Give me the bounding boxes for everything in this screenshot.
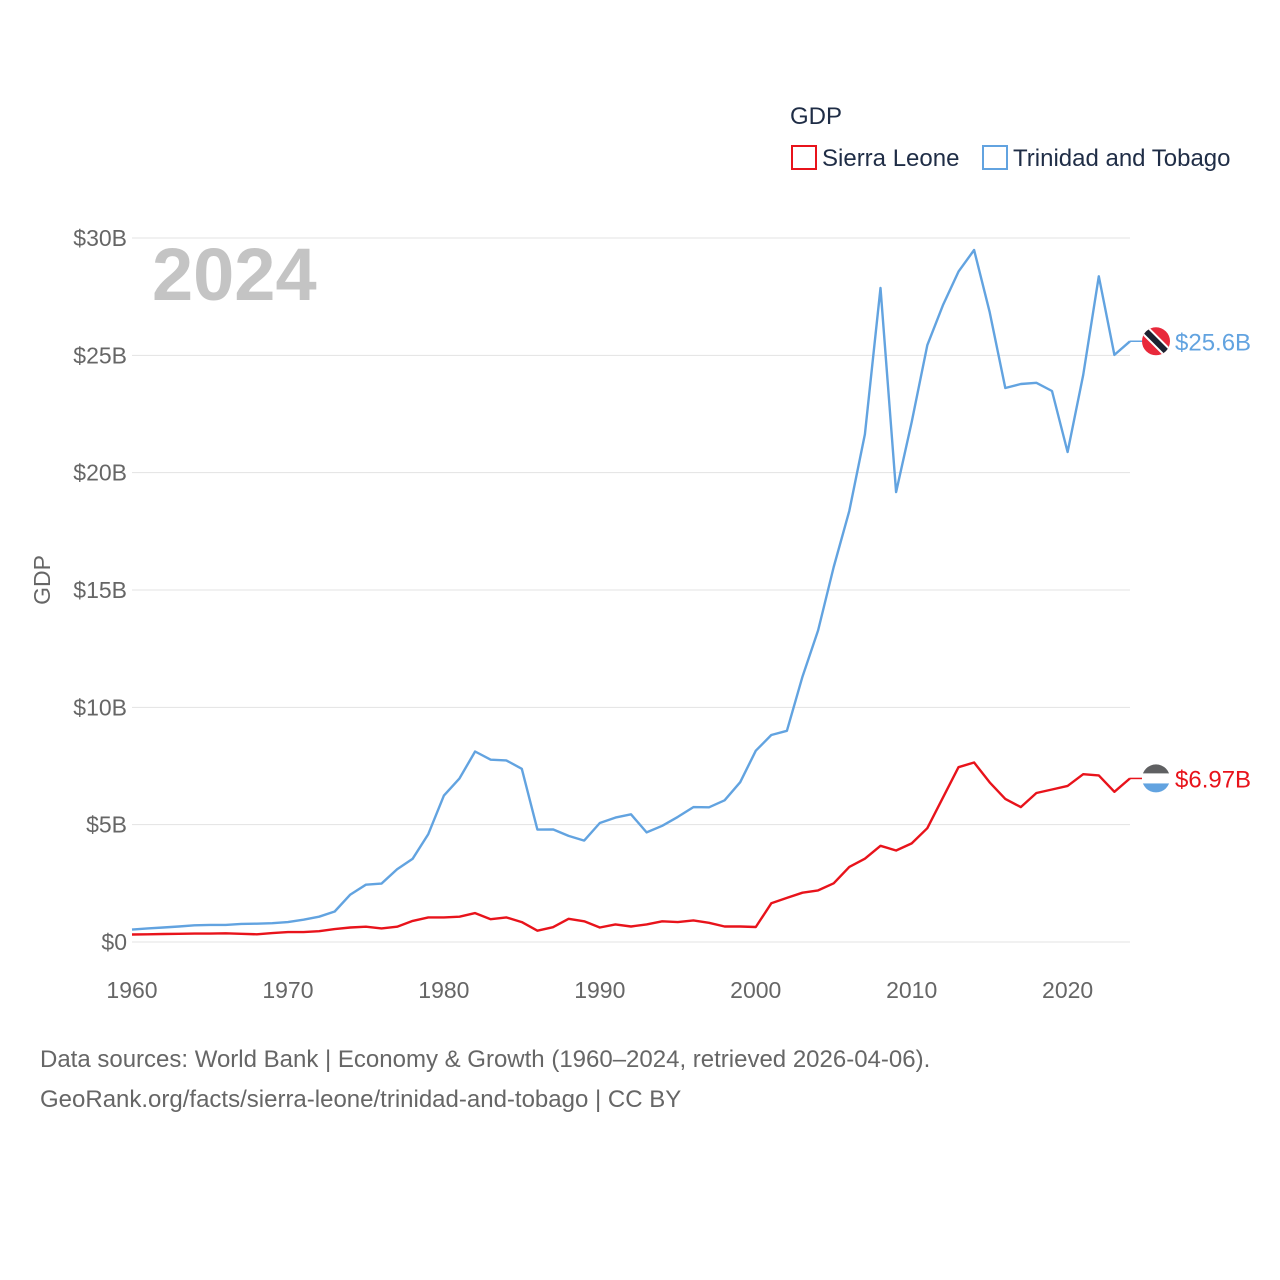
legend-item-trinidad-and-tobago[interactable]: Trinidad and Tobago	[982, 145, 1231, 172]
x-tick-label: 1960	[106, 977, 157, 1003]
end-markers	[1142, 327, 1170, 793]
legend-title: GDP	[790, 103, 842, 130]
end-value-labels: $6.97B $25.6B	[1175, 329, 1251, 793]
x-tick-label: 1990	[574, 977, 625, 1003]
series-line-trinidad-and-tobago	[131, 248, 1131, 931]
legend-swatch-sierra-leone	[791, 145, 817, 170]
end-value-label: $6.97B	[1175, 766, 1251, 793]
y-tick-label: $20B	[73, 460, 127, 486]
x-tick-labels: 1960 1970 1980 1990 2000 2010 2020	[106, 977, 1093, 1003]
x-tick-label: 1970	[262, 977, 313, 1003]
year-label: 2024	[152, 233, 317, 316]
legend-label-sierra-leone: Sierra Leone	[822, 145, 959, 172]
legend-item-sierra-leone[interactable]: Sierra Leone	[791, 145, 959, 172]
footer: Data sources: World Bank | Economy & Gro…	[40, 1040, 930, 1120]
series-line-sierra-leone	[131, 761, 1131, 936]
x-tick-label: 2010	[886, 977, 937, 1003]
legend-swatch-trinidad-and-tobago	[982, 145, 1008, 170]
y-tick-label: $25B	[73, 342, 127, 368]
x-tick-label: 1980	[418, 977, 469, 1003]
x-tick-label: 2000	[730, 977, 781, 1003]
y-tick-label: $30B	[73, 225, 127, 251]
sierra-leone-flag-icon	[1142, 764, 1170, 793]
source-link[interactable]: GeoRank.org/facts/sierra-leone/trinidad-…	[40, 1086, 682, 1113]
data-sources: Data sources: World Bank | Economy & Gro…	[40, 1046, 931, 1073]
y-tick-label: $0	[101, 929, 127, 955]
y-tick-labels: $0 $5B $10B $15B $20B $25B $30B	[73, 225, 127, 955]
y-tick-label: $5B	[86, 812, 127, 838]
y-tick-label: $10B	[73, 694, 127, 720]
legend-label-trinidad-and-tobago: Trinidad and Tobago	[1013, 145, 1231, 172]
y-gridlines	[132, 237, 1130, 943]
x-tick-label: 2020	[1042, 977, 1093, 1003]
end-value-label: $25.6B	[1175, 329, 1251, 356]
gdp-line-chart: GDP Sierra Leone Trinidad and Tobago $0$…	[29, 103, 1251, 1003]
series-lines	[131, 248, 1142, 936]
trinidad-and-tobago-flag-icon	[1142, 327, 1170, 356]
y-tick-label: $15B	[73, 577, 127, 603]
y-axis-label: GDP	[29, 555, 55, 605]
